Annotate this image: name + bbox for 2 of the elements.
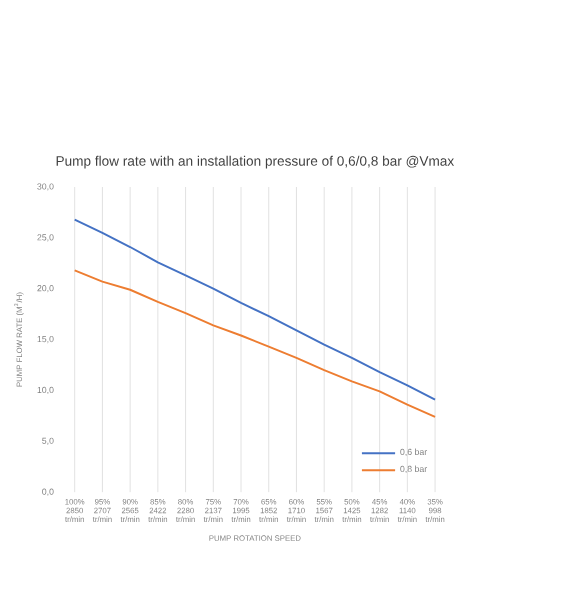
line-series (74, 269, 437, 418)
line-series (74, 218, 437, 401)
